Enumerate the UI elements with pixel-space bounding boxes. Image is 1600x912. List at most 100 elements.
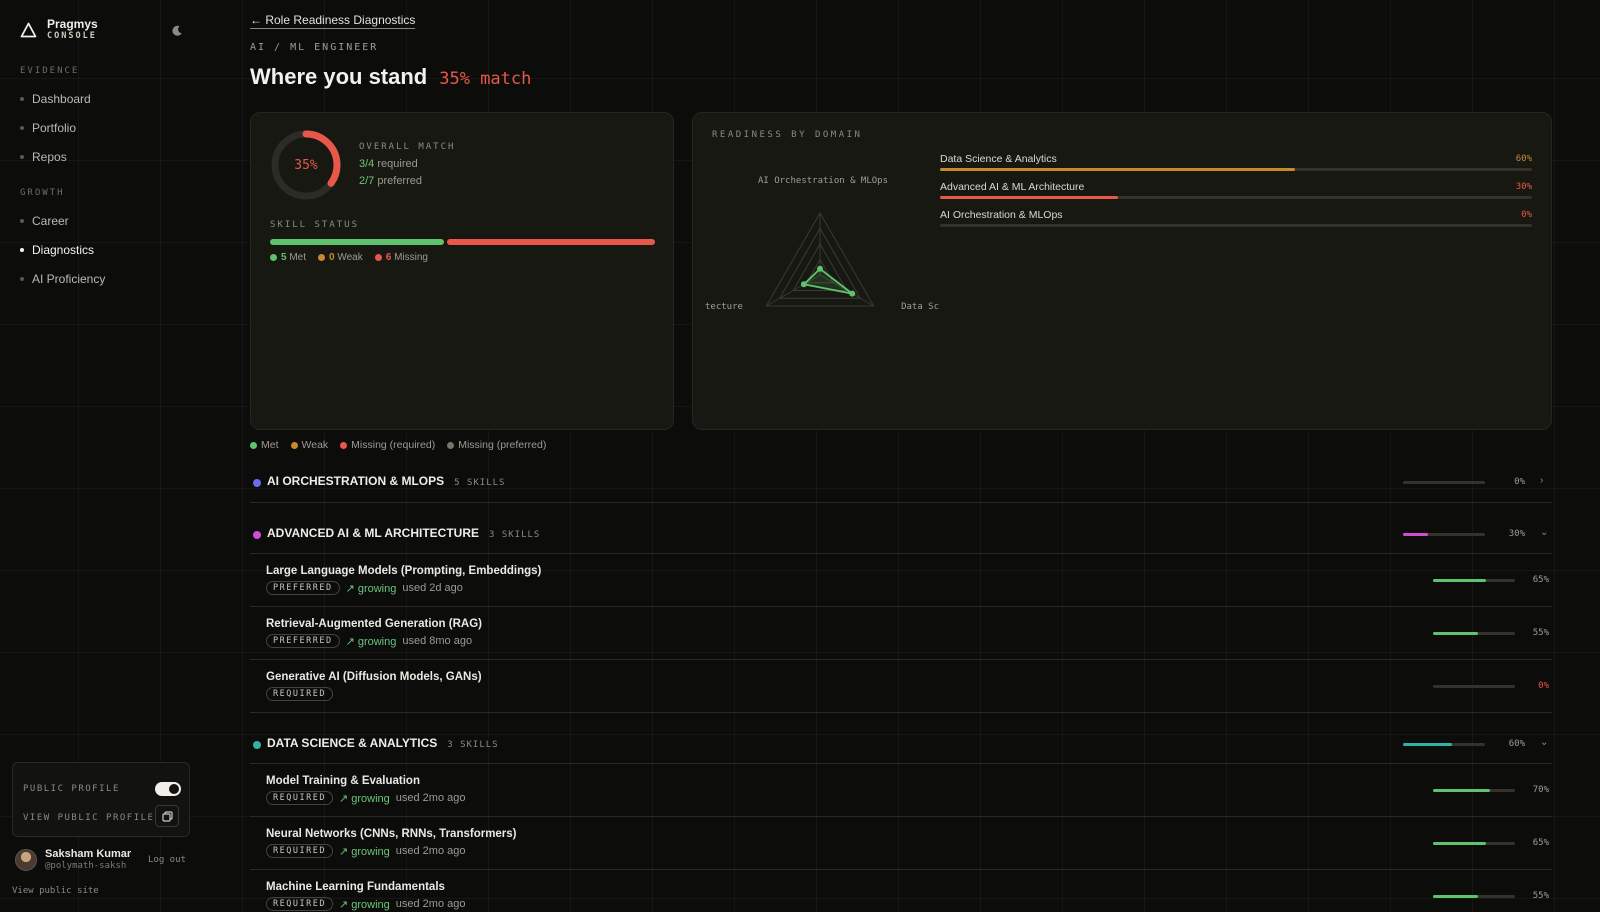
skill-name: Neural Networks (CNNs, RNNs, Transformer…: [266, 828, 517, 840]
skill-row[interactable]: Machine Learning Fundamentals REQUIRED ↗…: [266, 881, 1552, 912]
domain-group-data-science[interactable]: DATA SCIENCE & ANALYTICS 3 SKILLS 60% ⌄: [250, 736, 1552, 756]
skill-progress-fill: [1433, 632, 1479, 635]
divider: [250, 816, 1552, 817]
chevron-down-icon[interactable]: ⌄: [1540, 527, 1549, 538]
group-progress-fill: [1403, 533, 1428, 536]
chevron-down-icon[interactable]: ⌄: [1540, 737, 1549, 748]
domain-bars: Data Science & Analytics 60% Advanced AI…: [940, 153, 1532, 237]
nav-item-repos[interactable]: Repos: [20, 150, 67, 164]
group-percent: 0%: [1514, 477, 1525, 487]
legend-item: Weak: [290, 439, 328, 451]
met-segment: [270, 239, 444, 245]
skill-trend: ↗ growing: [345, 582, 397, 595]
skill-row[interactable]: Neural Networks (CNNs, RNNs, Transformer…: [266, 828, 1552, 868]
skill-percent: 55%: [1532, 891, 1549, 901]
group-count: 3 SKILLS: [447, 740, 499, 750]
domain-row: Advanced AI & ML Architecture 30%: [940, 181, 1532, 209]
nav-item-label: Diagnostics: [32, 243, 95, 257]
group-title: AI ORCHESTRATION & MLOPS 5 SKILLS: [267, 474, 505, 488]
back-link[interactable]: ← Role Readiness Diagnostics: [250, 13, 416, 29]
missing-count: 6 Missing: [374, 252, 428, 263]
donut-arc: [271, 130, 341, 200]
skill-last-used: used 2mo ago: [395, 845, 466, 857]
group-title-text: ADVANCED AI & ML ARCHITECTURE: [267, 526, 479, 540]
skill-percent: 55%: [1532, 628, 1549, 638]
group-progress-track: [1403, 481, 1485, 484]
group-count: 5 SKILLS: [454, 478, 506, 488]
skill-status-legend: 5 Met 0 Weak 6 Missing: [270, 252, 428, 263]
skill-row[interactable]: Retrieval-Augmented Generation (RAG) PRE…: [266, 618, 1552, 658]
nav-item-career[interactable]: Career: [20, 214, 69, 228]
group-count: 3 SKILLS: [489, 530, 541, 540]
skill-percent: 70%: [1532, 785, 1549, 795]
legend-dot: [374, 253, 382, 261]
nav-item-dashboard[interactable]: Dashboard: [20, 92, 91, 106]
nav-item-label: Dashboard: [32, 92, 91, 106]
domain-percent: 60%: [1515, 154, 1532, 164]
bullet: [20, 277, 24, 281]
met-count: 5 Met: [270, 252, 306, 263]
domain-group-ai-orchestration[interactable]: AI ORCHESTRATION & MLOPS 5 SKILLS 0% ›: [250, 474, 1552, 494]
skill-row[interactable]: Model Training & Evaluation REQUIRED ↗ g…: [266, 775, 1552, 815]
domain-track: [940, 224, 1532, 227]
skill-progress-track: [1433, 789, 1515, 792]
domain-fill: [940, 196, 1118, 199]
bullet: [20, 155, 24, 159]
chevron-right-icon[interactable]: ›: [1540, 475, 1544, 486]
nav-item-ai-proficiency[interactable]: AI Proficiency: [20, 272, 105, 286]
nav-item-portfolio[interactable]: Portfolio: [20, 121, 76, 135]
readiness-by-domain-card: READINESS BY DOMAIN AI Orchestration & M…: [692, 112, 1552, 430]
domain-track: [940, 196, 1532, 199]
bullet: [20, 97, 24, 101]
public-profile-label: PUBLIC PROFILE: [23, 784, 120, 794]
skill-row[interactable]: Generative AI (Diffusion Models, GANs) R…: [266, 671, 1552, 711]
skill-meta: REQUIRED ↗ growing used 2mo ago: [266, 897, 465, 911]
copy-link-button[interactable]: [155, 805, 179, 827]
avatar: [15, 849, 37, 871]
view-public-profile-label[interactable]: VIEW PUBLIC PROFILE: [23, 813, 155, 823]
required-ratio: 3/4 required: [359, 158, 418, 170]
divider: [250, 712, 1552, 713]
nav-item-label: AI Proficiency: [32, 272, 106, 286]
legend-dot: [447, 441, 455, 449]
legend-item: Missing (preferred): [447, 439, 546, 451]
user-info[interactable]: Saksham Kumar @polymath-saksh: [15, 848, 131, 872]
group-dot: [253, 741, 261, 749]
domain-percent: 30%: [1515, 182, 1532, 192]
radar-label-top: AI Orchestration & MLOps: [758, 176, 888, 186]
skill-last-used: used 8mo ago: [402, 635, 473, 647]
skill-badge: REQUIRED: [266, 687, 333, 701]
overall-match-donut: [271, 130, 341, 200]
nav-section-evidence: EVIDENCE: [20, 66, 80, 76]
skill-progress-fill: [1433, 579, 1487, 582]
brand[interactable]: Pragmys CONSOLE: [20, 18, 98, 42]
met-count-value: 5: [281, 252, 287, 263]
radar-grid: [765, 211, 875, 307]
legend-label: Met: [261, 439, 279, 451]
moon-icon[interactable]: [170, 24, 184, 38]
legend-dot: [250, 441, 257, 449]
radar-label-right: Data Sc: [901, 302, 939, 312]
skill-meta: PREFERRED ↗ growing used 2d ago: [266, 581, 463, 595]
view-public-site-link[interactable]: View public site: [12, 886, 99, 896]
legend-label: Missing (preferred): [458, 439, 547, 451]
weak-count-value: 0: [329, 252, 335, 263]
readiness-radar-chart: AI Orchestration & MLOps tecture Data Sc: [705, 176, 939, 312]
radar-axis: [766, 274, 821, 307]
met-count-label: Met: [289, 252, 307, 263]
domain-group-advanced-ai[interactable]: ADVANCED AI & ML ARCHITECTURE 3 SKILLS 30…: [250, 526, 1552, 546]
skill-meta: REQUIRED ↗ growing used 2mo ago: [266, 844, 465, 858]
legend-dot: [290, 441, 298, 449]
skill-meta: REQUIRED: [266, 687, 333, 701]
skill-progress-fill: [1433, 842, 1487, 845]
copy-icon: [161, 810, 173, 822]
group-progress-track: [1403, 743, 1485, 746]
skill-row[interactable]: Large Language Models (Prompting, Embedd…: [266, 565, 1552, 605]
nav-item-diagnostics[interactable]: Diagnostics: [20, 243, 94, 257]
domain-track: [940, 168, 1532, 171]
public-profile-toggle[interactable]: [155, 782, 181, 796]
skill-last-used: used 2mo ago: [395, 898, 466, 910]
group-dot: [253, 531, 261, 539]
logout-link[interactable]: Log out: [148, 855, 186, 865]
overall-match-label: OVERALL MATCH: [359, 142, 456, 152]
